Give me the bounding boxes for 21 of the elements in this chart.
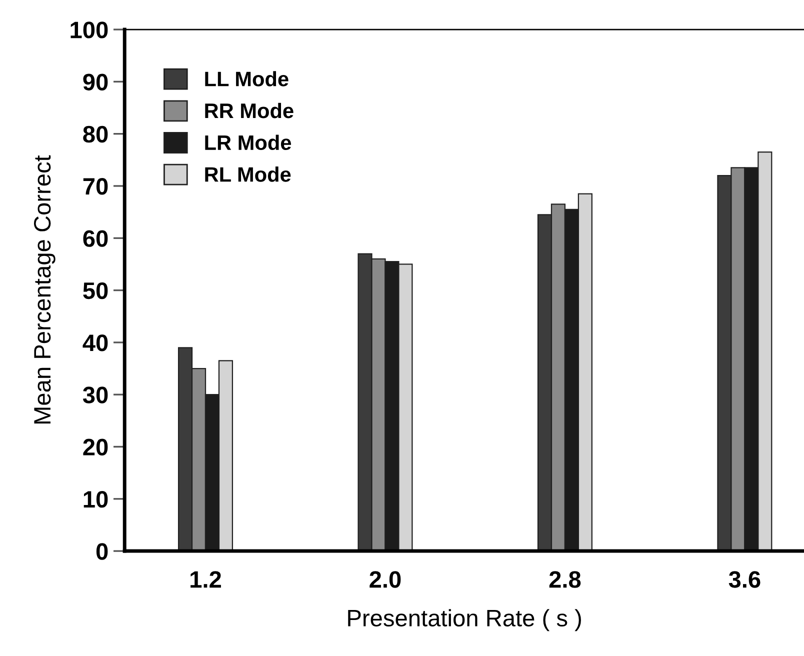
y-tick-label: 90 (83, 74, 108, 90)
x-tick-label: 2.8 (549, 571, 581, 588)
y-tick-label: 100 (70, 22, 108, 38)
y-tick-label: 10 (84, 490, 108, 508)
y-tick-label: 0 (96, 543, 108, 560)
y-axis-title: Mean Percentage Correct (34, 155, 56, 424)
y-tick-label: 20 (83, 438, 108, 456)
y-tick-label: 40 (82, 334, 108, 352)
x-axis-title: Presentation Rate ( s ) (348, 609, 581, 632)
x-tick-label: 2.0 (370, 571, 401, 588)
x-tick-label: 3.6 (728, 571, 760, 588)
y-tick-label: 80 (83, 126, 108, 143)
legend-label: LL Mode (205, 71, 288, 86)
legend-label: RR Mode (205, 102, 294, 118)
y-tick-label: 50 (83, 282, 108, 300)
x-tick-label: 1.2 (190, 571, 221, 588)
legend-label: RL Mode (205, 166, 291, 182)
legend-label: LR Mode (205, 134, 292, 150)
y-tick-label: 60 (83, 230, 108, 247)
y-tick-label: 70 (83, 178, 108, 195)
y-tick-label: 30 (82, 386, 108, 404)
